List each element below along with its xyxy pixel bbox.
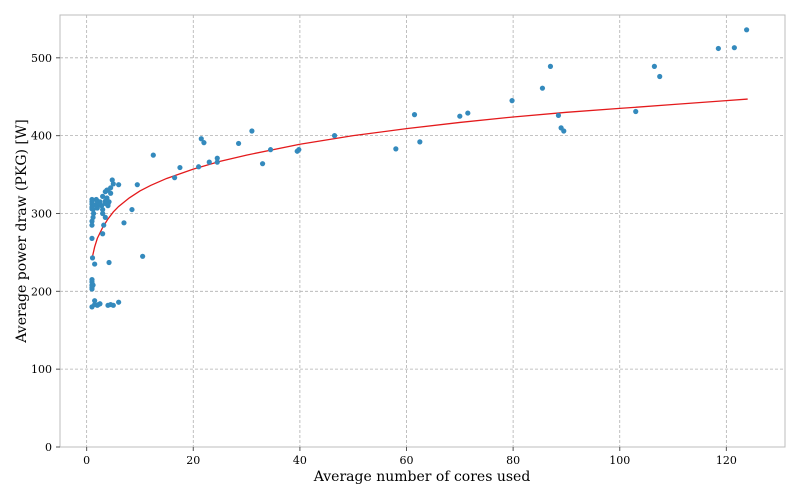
data-point xyxy=(214,155,220,161)
plot-frame xyxy=(59,14,786,448)
y-tick-label: 0 xyxy=(45,441,52,454)
data-point xyxy=(547,63,554,69)
data-point xyxy=(116,299,122,305)
data-point xyxy=(89,196,95,203)
data-point xyxy=(100,193,106,199)
y-tick-label: 300 xyxy=(31,207,52,220)
data-point xyxy=(92,298,98,304)
data-point xyxy=(267,147,274,153)
y-tick-label: 200 xyxy=(31,285,52,298)
data-point xyxy=(633,108,639,115)
x-tick-label: 60 xyxy=(400,454,414,467)
data-point xyxy=(106,259,112,266)
fit-curve-line xyxy=(91,98,748,259)
data-points xyxy=(89,27,750,310)
data-point xyxy=(110,181,116,187)
data-point xyxy=(539,85,546,91)
data-point xyxy=(90,210,97,217)
fit-curve-layer xyxy=(91,98,748,259)
x-tick-label: 80 xyxy=(506,454,520,467)
data-point xyxy=(214,159,220,165)
data-point xyxy=(417,139,423,145)
data-point xyxy=(150,152,156,158)
y-tick-label: 500 xyxy=(31,52,52,65)
data-point xyxy=(89,255,96,261)
data-point xyxy=(509,98,515,104)
data-point xyxy=(89,235,95,241)
y-tick-label: 100 xyxy=(31,363,52,376)
data-point xyxy=(102,214,108,220)
data-point xyxy=(100,231,106,237)
x-axis-ticks: 0 20 40 60 80 100 120 xyxy=(83,447,737,467)
data-point xyxy=(102,198,108,204)
grid-lines xyxy=(60,15,785,448)
x-tick-label: 0 xyxy=(83,454,90,467)
data-point xyxy=(555,112,562,119)
data-point xyxy=(744,27,750,33)
data-point xyxy=(206,159,212,165)
data-point xyxy=(100,206,106,213)
data-point xyxy=(465,110,471,116)
data-point xyxy=(651,63,657,69)
data-point xyxy=(89,286,95,292)
data-point xyxy=(657,73,663,80)
x-tick-label: 120 xyxy=(716,454,737,467)
data-point xyxy=(89,218,95,224)
data-point xyxy=(101,222,107,228)
data-point xyxy=(90,282,96,288)
data-point xyxy=(134,182,140,188)
data-point xyxy=(97,301,103,307)
data-point xyxy=(235,140,242,147)
y-tick-label: 400 xyxy=(31,130,52,143)
data-point xyxy=(140,253,146,259)
data-point xyxy=(89,277,95,283)
data-point xyxy=(457,113,463,119)
data-point xyxy=(196,164,202,170)
data-point xyxy=(249,128,255,134)
data-point xyxy=(105,203,111,209)
data-point xyxy=(201,140,207,146)
data-point xyxy=(108,190,114,196)
data-point xyxy=(331,133,338,139)
data-point xyxy=(121,220,127,226)
data-point xyxy=(561,128,567,134)
data-point xyxy=(104,187,110,193)
data-point xyxy=(177,164,183,171)
data-point xyxy=(259,161,266,167)
data-point xyxy=(411,112,418,118)
data-point xyxy=(108,301,114,308)
data-point xyxy=(89,222,95,228)
data-point xyxy=(172,175,178,181)
data-point xyxy=(98,203,105,209)
y-axis-label: Average power draw (PKG) [W] xyxy=(14,119,30,343)
data-point xyxy=(116,182,122,188)
x-axis-label: Average number of cores used xyxy=(313,469,531,485)
x-tick-label: 20 xyxy=(186,454,200,467)
y-axis-ticks: 0 100 200 300 400 500 xyxy=(31,52,60,454)
data-point xyxy=(129,206,135,213)
data-point xyxy=(198,136,204,142)
x-tick-label: 100 xyxy=(609,454,630,467)
data-point xyxy=(95,199,101,206)
data-point xyxy=(715,45,721,52)
data-point xyxy=(92,261,98,267)
data-point xyxy=(100,210,106,217)
data-point xyxy=(393,146,399,152)
data-point xyxy=(90,214,96,220)
data-point xyxy=(296,147,302,153)
data-point xyxy=(89,206,95,212)
x-tick-label: 40 xyxy=(293,454,307,467)
data-point xyxy=(109,177,115,183)
data-point xyxy=(731,45,737,51)
